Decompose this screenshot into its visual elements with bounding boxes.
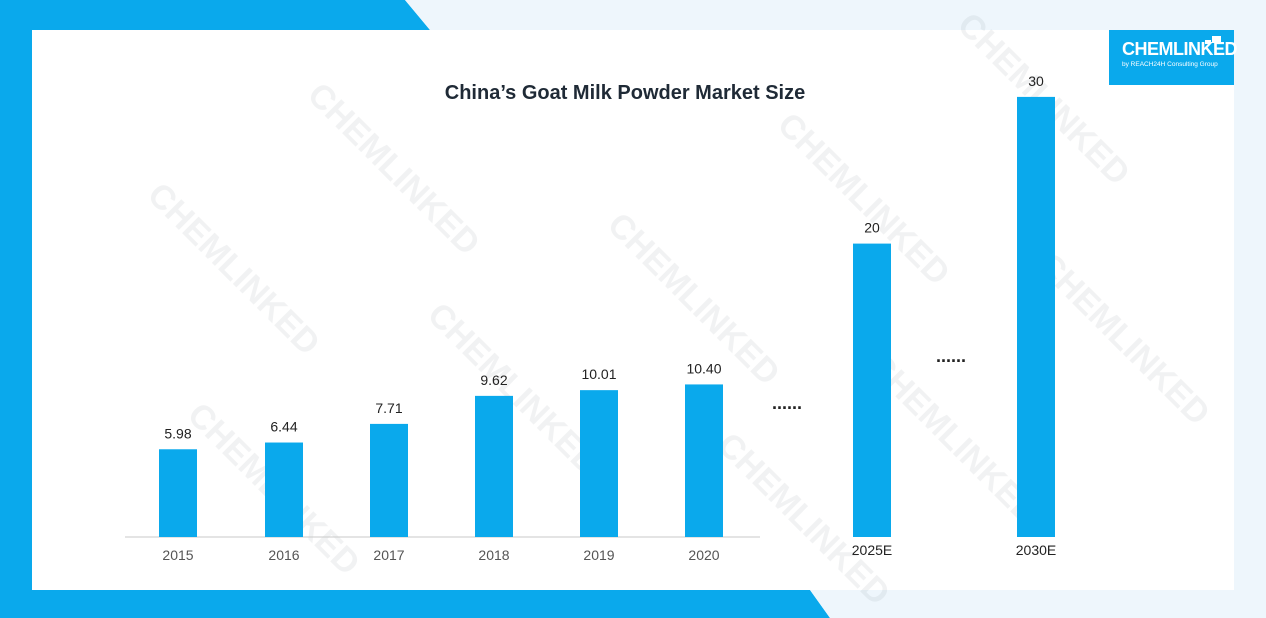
data-label-2017: 7.71 <box>375 400 402 416</box>
data-label-2025E: 20 <box>864 220 880 236</box>
bar-2016 <box>265 442 303 537</box>
data-label-2016: 6.44 <box>270 419 297 435</box>
data-label-2018: 9.62 <box>480 372 507 388</box>
x-tick-2019: 2019 <box>583 547 614 563</box>
x-tick-2016: 2016 <box>268 547 299 563</box>
chart-title: China’s Goat Milk Powder Market Size <box>445 82 805 104</box>
x-tick-2025E: 2025E <box>852 542 892 558</box>
x-tick-2017: 2017 <box>373 547 404 563</box>
bar-2018 <box>475 395 513 537</box>
bar-2030E <box>1017 96 1055 538</box>
bar-2017 <box>370 423 408 537</box>
bar-2019 <box>580 390 618 537</box>
bar-2015 <box>159 449 197 537</box>
x-tick-2015: 2015 <box>162 547 193 563</box>
logo-name: CHEMLINKED <box>1122 39 1238 59</box>
x-tick-2020: 2020 <box>688 547 719 563</box>
gap-marker: ...... <box>936 346 966 366</box>
data-label-2019: 10.01 <box>581 366 616 382</box>
bar-2025E <box>853 243 891 537</box>
data-label-2020: 10.40 <box>686 360 721 376</box>
data-label-2030E: 30 <box>1028 73 1044 89</box>
x-tick-2018: 2018 <box>478 547 509 563</box>
logo-tagline: by REACH24H Consulting Group <box>1122 61 1218 68</box>
gap-marker: ...... <box>772 393 802 413</box>
data-label-2015: 5.98 <box>164 425 191 441</box>
x-tick-2030E: 2030E <box>1016 542 1056 558</box>
bar-2020 <box>685 384 723 537</box>
chemlinked-logo: CHEMLINKED by REACH24H Consulting Group <box>1109 30 1238 85</box>
